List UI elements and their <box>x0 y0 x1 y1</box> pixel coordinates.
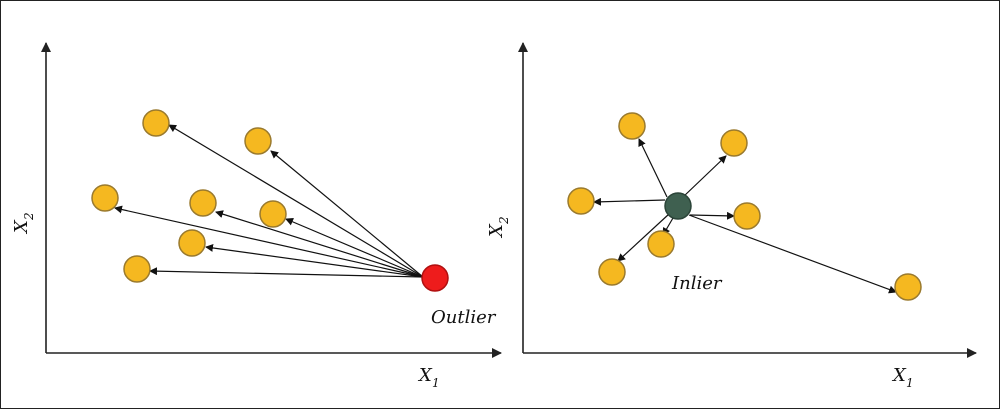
neighbor-point <box>178 229 206 257</box>
distance-arrow <box>205 243 424 278</box>
left-distance-arrows <box>114 124 424 278</box>
left-panel: Outlier X 1 X 2 <box>11 42 502 390</box>
right-y-axis-label: X 2 <box>486 216 511 239</box>
distance-arrow <box>688 214 897 294</box>
neighbor-point <box>259 200 287 228</box>
left-y-axis-label: X 2 <box>11 212 36 235</box>
right-y-axis-label-main: X <box>486 223 507 239</box>
distance-arrow <box>285 218 424 278</box>
neighbor-point <box>894 273 922 301</box>
neighbor-point <box>142 109 170 137</box>
right-x-axis-label: X 1 <box>891 365 914 390</box>
neighbor-point <box>720 129 748 157</box>
right-neighbor-points <box>567 112 922 301</box>
distance-arrow <box>638 138 668 198</box>
right-x-axis-label-main: X <box>891 365 907 386</box>
inlier-point <box>664 192 692 220</box>
outlier-label: Outlier <box>431 307 497 328</box>
distance-arrow <box>682 155 727 198</box>
outlier-point <box>421 264 449 292</box>
neighbor-point <box>123 255 151 283</box>
neighbor-point <box>91 184 119 212</box>
neighbor-point <box>618 112 646 140</box>
distance-arrow <box>270 150 424 278</box>
neighbor-point <box>733 202 761 230</box>
distance-arrow <box>215 210 424 278</box>
distance-arrow <box>593 197 666 206</box>
left-x-axis-label: X 1 <box>417 365 440 390</box>
distance-arrow <box>168 124 424 278</box>
left-x-axis-label-main: X <box>417 365 433 386</box>
left-y-axis-label-main: X <box>11 219 32 235</box>
distance-arrow <box>114 205 424 278</box>
neighbor-point <box>189 189 217 217</box>
right-panel: Inlier X 1 X 2 <box>486 42 977 390</box>
left-x-axis-label-sub: 1 <box>432 376 440 390</box>
left-y-axis-label-sub: 2 <box>22 212 36 221</box>
neighbor-point <box>567 187 595 215</box>
right-x-axis-label-sub: 1 <box>906 376 914 390</box>
neighbor-point <box>647 230 675 258</box>
distance-arrow <box>149 267 424 278</box>
inlier-label: Inlier <box>671 273 723 294</box>
right-y-axis-label-sub: 2 <box>497 216 511 225</box>
right-distance-arrows <box>593 138 897 294</box>
distance-arrow <box>617 213 670 262</box>
neighbor-point <box>244 127 272 155</box>
distance-arrow <box>689 211 735 220</box>
left-neighbor-points <box>91 109 287 283</box>
neighbor-point <box>598 258 626 286</box>
